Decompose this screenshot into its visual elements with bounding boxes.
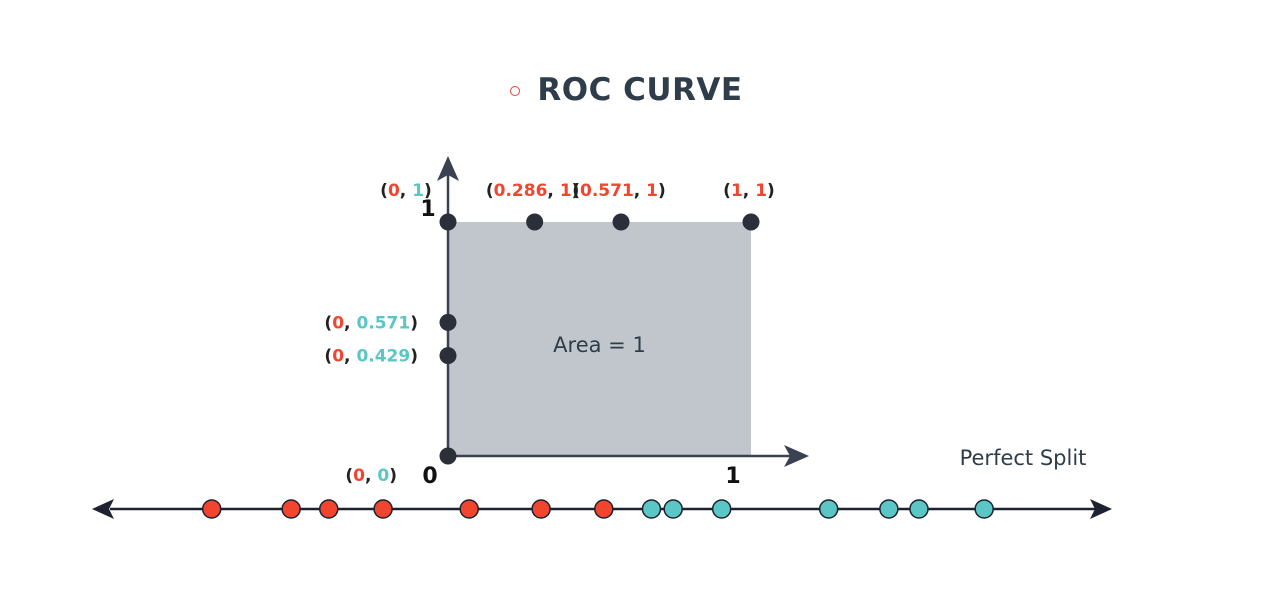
- roc-point: [526, 213, 544, 231]
- number-line: Perfect Split: [92, 446, 1112, 519]
- right-arrow-icon: [1090, 499, 1112, 519]
- roc-point-label: (0, 0.571): [324, 313, 418, 333]
- sample-dot: [201, 499, 222, 519]
- roc-point: [439, 447, 457, 465]
- paren-close: ): [410, 313, 418, 333]
- roc-point-label: (0, 1): [380, 181, 432, 201]
- label-comma: ,: [743, 181, 755, 201]
- perfect-split-label: Perfect Split: [960, 446, 1087, 470]
- area-shade: [448, 222, 751, 456]
- roc-point: [439, 313, 457, 331]
- roc-point-label: (0, 0.429): [324, 347, 418, 367]
- sample-dot: [641, 499, 662, 519]
- label-comma: ,: [344, 313, 356, 333]
- label-comma: ,: [547, 181, 559, 201]
- roc-point-label: (1, 1): [723, 181, 775, 201]
- paren-close: ): [658, 181, 666, 201]
- page-title: ROC CURVE: [537, 72, 743, 108]
- label-x-value: 1: [731, 181, 743, 201]
- paren-open: (: [324, 313, 332, 333]
- roc-graph: Area = 110 1(0, 1) (0.286, 1)(0.571, 1) (1,…: [324, 156, 809, 489]
- paren-open: (: [486, 181, 494, 201]
- label-y-value: 1: [646, 181, 658, 201]
- paren-close: ): [572, 181, 580, 201]
- title-area: ROC CURVE: [0, 72, 1280, 108]
- label-x-value: 0: [388, 181, 400, 201]
- roc-point: [439, 213, 457, 231]
- label-comma: ,: [365, 466, 377, 486]
- origin-tick: 0: [422, 464, 437, 489]
- roc-point-label: (0.571, 1): [572, 181, 666, 201]
- roc-point: [742, 213, 760, 231]
- y-axis-arrow-icon: [437, 156, 459, 181]
- paren-open: (: [345, 466, 353, 486]
- x-axis-arrow-icon: [784, 445, 809, 467]
- label-y-value: 0.571: [356, 313, 410, 333]
- paren-close: ): [767, 181, 775, 201]
- roc-point: [439, 347, 457, 365]
- roc-point-label: (0, 0): [345, 466, 397, 486]
- paren-open: (: [324, 347, 332, 367]
- sample-dot: [594, 499, 614, 519]
- label-y-value: 1: [560, 181, 572, 201]
- sample-dot: [281, 499, 301, 519]
- paren-close: ): [424, 181, 432, 201]
- label-comma: ,: [344, 347, 356, 367]
- label-x-value: 0.286: [494, 181, 548, 201]
- sample-dot: [818, 499, 839, 519]
- label-y-value: 1: [412, 181, 424, 201]
- x-tick-one: 1: [725, 464, 740, 489]
- label-x-value: 0.571: [580, 181, 634, 201]
- paren-close: ): [389, 466, 397, 486]
- roc-point: [612, 213, 630, 231]
- label-y-value: 1: [755, 181, 767, 201]
- sample-dot: [459, 499, 479, 519]
- label-comma: ,: [634, 181, 646, 201]
- paren-close: ): [410, 347, 418, 367]
- sample-dot: [663, 499, 683, 519]
- sample-dot: [879, 499, 899, 519]
- paren-open: (: [723, 181, 731, 201]
- paren-open: (: [572, 181, 580, 201]
- left-arrow-icon: [92, 499, 114, 519]
- label-y-value: 0.429: [356, 347, 410, 367]
- area-label: Area = 1: [553, 333, 646, 357]
- y-tick-one: 1: [420, 197, 435, 222]
- roc-point-label: (0.286, 1): [486, 181, 580, 201]
- label-y-value: 0: [377, 466, 389, 486]
- label-comma: ,: [400, 181, 412, 201]
- sample-dot: [373, 499, 393, 519]
- sample-dot: [974, 499, 994, 519]
- label-x-value: 0: [332, 313, 344, 333]
- bullet-icon: [510, 86, 520, 96]
- paren-open: (: [380, 181, 388, 201]
- sample-dot: [711, 499, 732, 519]
- sample-dot: [319, 499, 339, 519]
- sample-dot: [909, 499, 929, 519]
- label-x-value: 0: [332, 347, 344, 367]
- label-x-value: 0: [353, 466, 365, 486]
- sample-dot: [531, 499, 551, 519]
